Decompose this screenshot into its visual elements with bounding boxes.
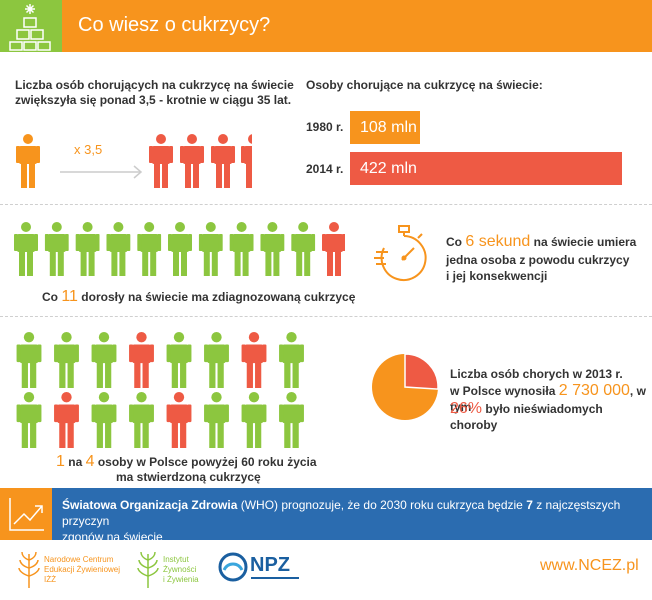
person-icon (54, 332, 79, 388)
growth-text-line2: zwiększyła się ponad 3,5 - krotnie w cią… (15, 93, 292, 107)
poland-num1: 1 (56, 453, 65, 470)
person-icon (291, 222, 316, 276)
person-icon (75, 222, 100, 276)
person-icon (16, 134, 40, 188)
person-icon (204, 332, 229, 388)
npz-logo-text: NPZ (250, 554, 290, 576)
pie-chart (372, 353, 439, 420)
person-icon (198, 222, 223, 276)
izz-logo-text: Instytut Żywności i Żywienia (163, 555, 199, 584)
header-band (62, 0, 652, 52)
person-icon (260, 222, 285, 276)
npz-logo-icon (218, 552, 248, 582)
person-icon (211, 134, 235, 188)
multiplier-label: x 3,5 (74, 142, 103, 157)
growth-people-row (16, 134, 252, 188)
adults-number: 11 (61, 288, 78, 305)
poland-caption-line1: 1 na 4 osoby w Polsce powyżej 60 roku ży… (56, 453, 317, 470)
bar-2014: 422 mln (350, 152, 622, 185)
poland-num2: 4 (85, 453, 95, 470)
bar-year-1980: 1980 r. (306, 120, 344, 134)
poland-stat-line3: 26% było nieświadomych choroby (450, 400, 603, 433)
person-icon (91, 332, 117, 388)
person-icon (137, 222, 162, 276)
divider (0, 204, 652, 205)
seconds-number: 6 sekund (465, 233, 531, 250)
person-icon (180, 134, 204, 188)
bar-value-2014: 422 mln (360, 160, 417, 177)
blocks-icon (9, 4, 51, 51)
seconds-text-line2: jedna osoba z powodu cukrzycy (446, 253, 630, 267)
bar-value-1980: 108 mln (360, 119, 417, 136)
who-icon-box (0, 488, 52, 540)
person-icon (44, 222, 69, 276)
bar-year-2014: 2014 r. (306, 162, 344, 176)
person-icon (229, 222, 254, 276)
person-icon (279, 332, 304, 388)
person-icon (204, 392, 229, 448)
bars-title: Osoby chorujące na cukrzycę na świecie: (306, 78, 543, 92)
poland-stat-line1: Liczba osób chorych w 2013 r. (450, 367, 623, 381)
header-icon-box (0, 0, 62, 52)
person-icon (14, 222, 38, 276)
ncez-logo-text: Narodowe Centrum Edukacji Żywieniowej IŻ… (44, 555, 121, 584)
person-icon (241, 134, 252, 188)
person-icon (129, 392, 154, 448)
divider (0, 316, 652, 317)
page-title: Co wiesz o cukrzycy? (78, 14, 271, 36)
person-icon (149, 134, 173, 188)
bar-1980: 108 mln (350, 111, 420, 144)
person-icon (166, 392, 192, 448)
stopwatch-icon (374, 225, 427, 281)
trend-chart-icon (9, 498, 44, 531)
person-icon (106, 222, 131, 276)
person-icon (168, 222, 192, 276)
wheat-logo-icon-green (137, 551, 159, 588)
who-text: Światowa Organizacja Zdrowia (WHO) progn… (62, 498, 621, 544)
poland-caption-line2: ma stwierdzoną cukrzycę (116, 470, 261, 484)
person-icon (241, 392, 267, 448)
arrow-head-icon (133, 165, 143, 179)
person-icon (241, 332, 267, 388)
person-icon (322, 222, 345, 276)
person-icon (91, 392, 117, 448)
seconds-text-line1: Co 6 sekund na świecie umiera (446, 233, 637, 250)
adults-caption: Co 11 dorosły na świecie ma zdiagnozowan… (42, 288, 356, 305)
eleven-people-row (14, 222, 345, 276)
person-icon (129, 332, 154, 388)
poland-stat-number: 2 730 000 (558, 382, 630, 399)
npz-underline (251, 577, 299, 579)
person-icon (279, 392, 304, 448)
poland-people-grid (16, 332, 304, 448)
who-band (0, 488, 652, 540)
person-icon (16, 392, 42, 448)
person-icon (54, 392, 79, 448)
seconds-text-line3: i jej konsekwencji (446, 269, 548, 283)
pie-slice-unaware (404, 353, 439, 390)
growth-text-line1: Liczba osób chorujących na cukrzycę na ś… (15, 78, 294, 92)
poland-stat-line2: w Polsce wynosiła 2 730 000, w tym (450, 382, 646, 415)
person-icon (16, 332, 42, 388)
wheat-logo-icon (18, 551, 40, 588)
poland-stat-percent: 26% (450, 400, 483, 417)
website-link[interactable]: www.NCEZ.pl (540, 557, 639, 574)
person-icon (166, 332, 192, 388)
